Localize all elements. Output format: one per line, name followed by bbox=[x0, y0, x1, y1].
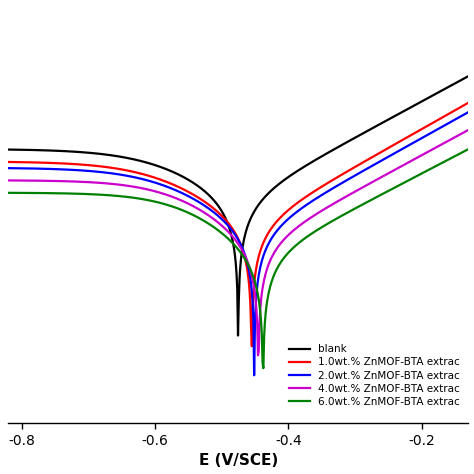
Line: 6.0wt.% ZnMOF-BTA extrac: 6.0wt.% ZnMOF-BTA extrac bbox=[9, 149, 468, 368]
blank bbox=[313, 156, 319, 162]
2.0wt.% ZnMOF-BTA extrac bbox=[313, 196, 319, 201]
2.0wt.% ZnMOF-BTA extrac bbox=[124, 173, 129, 179]
6.0wt.% ZnMOF-BTA extrac bbox=[353, 205, 358, 211]
2.0wt.% ZnMOF-BTA extrac bbox=[87, 168, 92, 174]
2.0wt.% ZnMOF-BTA extrac bbox=[251, 373, 257, 378]
6.0wt.% ZnMOF-BTA extrac bbox=[261, 365, 266, 371]
2.0wt.% ZnMOF-BTA extrac bbox=[6, 165, 11, 171]
4.0wt.% ZnMOF-BTA extrac bbox=[313, 211, 319, 217]
Line: blank: blank bbox=[9, 76, 468, 336]
blank bbox=[235, 333, 241, 338]
1.0wt.% ZnMOF-BTA extrac bbox=[249, 344, 255, 349]
4.0wt.% ZnMOF-BTA extrac bbox=[6, 178, 11, 183]
2.0wt.% ZnMOF-BTA extrac bbox=[353, 173, 358, 178]
6.0wt.% ZnMOF-BTA extrac bbox=[214, 226, 219, 232]
Legend: blank, 1.0wt.% ZnMOF-BTA extrac, 2.0wt.% ZnMOF-BTA extrac, 4.0wt.% ZnMOF-BTA ext: blank, 1.0wt.% ZnMOF-BTA extrac, 2.0wt.%… bbox=[286, 341, 463, 410]
1.0wt.% ZnMOF-BTA extrac bbox=[87, 163, 92, 168]
2.0wt.% ZnMOF-BTA extrac bbox=[277, 224, 283, 230]
4.0wt.% ZnMOF-BTA extrac bbox=[277, 241, 283, 246]
blank bbox=[124, 155, 129, 161]
Line: 1.0wt.% ZnMOF-BTA extrac: 1.0wt.% ZnMOF-BTA extrac bbox=[9, 103, 468, 346]
6.0wt.% ZnMOF-BTA extrac bbox=[124, 194, 129, 200]
1.0wt.% ZnMOF-BTA extrac bbox=[124, 167, 129, 173]
blank bbox=[353, 135, 358, 140]
4.0wt.% ZnMOF-BTA extrac bbox=[255, 353, 261, 358]
6.0wt.% ZnMOF-BTA extrac bbox=[277, 260, 283, 266]
blank bbox=[465, 73, 471, 79]
1.0wt.% ZnMOF-BTA extrac bbox=[465, 100, 471, 106]
blank bbox=[87, 150, 92, 155]
Line: 4.0wt.% ZnMOF-BTA extrac: 4.0wt.% ZnMOF-BTA extrac bbox=[9, 130, 468, 356]
2.0wt.% ZnMOF-BTA extrac bbox=[214, 211, 219, 217]
1.0wt.% ZnMOF-BTA extrac bbox=[214, 208, 219, 214]
6.0wt.% ZnMOF-BTA extrac bbox=[465, 146, 471, 152]
blank bbox=[6, 147, 11, 153]
1.0wt.% ZnMOF-BTA extrac bbox=[6, 159, 11, 165]
4.0wt.% ZnMOF-BTA extrac bbox=[214, 219, 219, 224]
blank bbox=[277, 180, 283, 186]
1.0wt.% ZnMOF-BTA extrac bbox=[277, 215, 283, 220]
6.0wt.% ZnMOF-BTA extrac bbox=[6, 190, 11, 196]
1.0wt.% ZnMOF-BTA extrac bbox=[313, 187, 319, 193]
2.0wt.% ZnMOF-BTA extrac bbox=[465, 109, 471, 115]
Line: 2.0wt.% ZnMOF-BTA extrac: 2.0wt.% ZnMOF-BTA extrac bbox=[9, 112, 468, 375]
1.0wt.% ZnMOF-BTA extrac bbox=[353, 164, 358, 170]
4.0wt.% ZnMOF-BTA extrac bbox=[465, 127, 471, 133]
4.0wt.% ZnMOF-BTA extrac bbox=[87, 179, 92, 185]
4.0wt.% ZnMOF-BTA extrac bbox=[124, 183, 129, 189]
blank bbox=[214, 201, 219, 206]
X-axis label: E (V/SCE): E (V/SCE) bbox=[199, 454, 278, 468]
4.0wt.% ZnMOF-BTA extrac bbox=[353, 189, 358, 194]
6.0wt.% ZnMOF-BTA extrac bbox=[313, 228, 319, 233]
6.0wt.% ZnMOF-BTA extrac bbox=[87, 191, 92, 197]
